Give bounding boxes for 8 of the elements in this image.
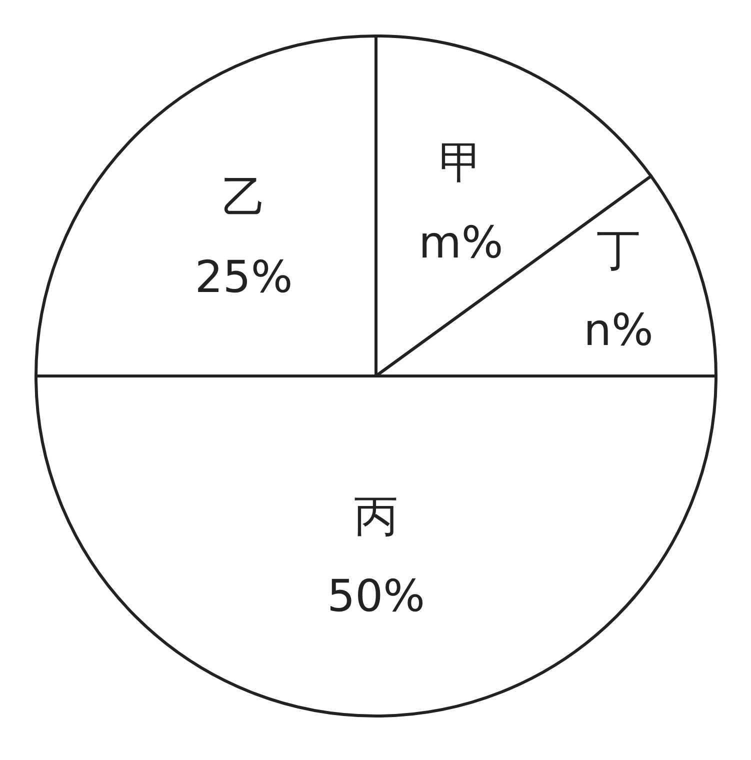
data-label: m% bbox=[418, 217, 504, 268]
slice-label: 丙 bbox=[354, 491, 398, 542]
data-label: 25% bbox=[194, 252, 293, 303]
data-label: 50% bbox=[327, 571, 425, 622]
slice-label: 乙 bbox=[222, 172, 266, 223]
slice-label: 丁 bbox=[596, 225, 641, 276]
data-label: n% bbox=[584, 305, 654, 356]
slice-label: 甲 bbox=[438, 137, 483, 188]
